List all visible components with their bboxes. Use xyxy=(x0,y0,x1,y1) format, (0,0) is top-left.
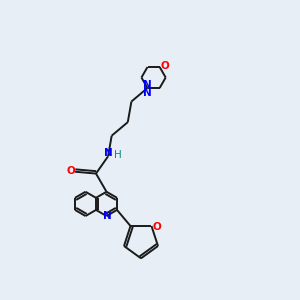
Text: H: H xyxy=(114,151,122,160)
Text: N: N xyxy=(104,148,113,158)
Text: O: O xyxy=(66,166,75,176)
Text: N: N xyxy=(103,211,112,221)
Text: N: N xyxy=(142,88,151,98)
Text: O: O xyxy=(152,222,161,232)
Text: O: O xyxy=(161,61,170,70)
Text: N: N xyxy=(143,80,152,90)
